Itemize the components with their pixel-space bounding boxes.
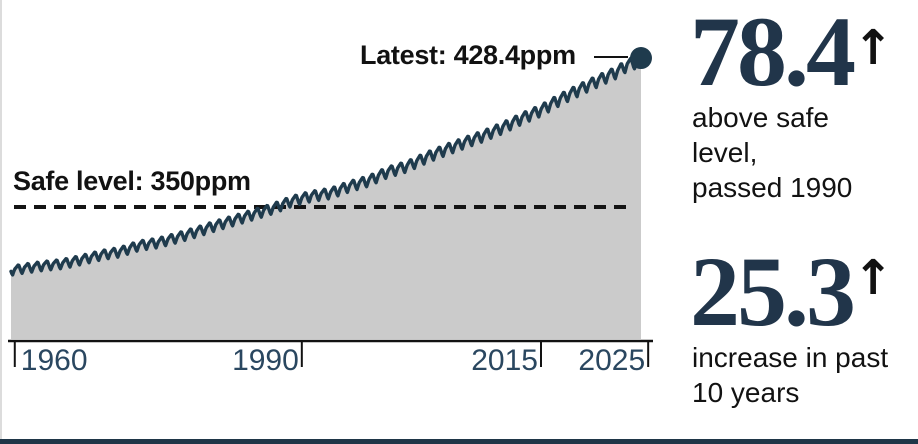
stat-10yr-increase-description: increase in past 10 years (692, 342, 889, 408)
up-arrow-icon: ↑ (853, 250, 894, 306)
x-tick-label-1960: 1960 (20, 344, 88, 377)
bottom-accent-bar (0, 439, 918, 444)
up-arrow-icon: ↑ (853, 20, 894, 76)
page-left-border (0, 0, 2, 444)
stat-above-safe-value: 78.4 (690, 0, 856, 107)
safe-level-label: Safe level: 350ppm (13, 166, 251, 196)
latest-value-label: Latest: 428.4ppm (360, 40, 576, 70)
x-tick-label-2025: 2025 (578, 344, 646, 377)
stat-above-safe-description: above safe level, passed 1990 (692, 102, 853, 203)
x-tick-label-1990: 1990 (232, 344, 299, 377)
stat-10yr-increase-value: 25.3 (690, 236, 856, 347)
co2-area-fill (11, 55, 641, 339)
x-tick-label-2015: 2015 (471, 344, 538, 377)
latest-data-point (629, 47, 652, 70)
